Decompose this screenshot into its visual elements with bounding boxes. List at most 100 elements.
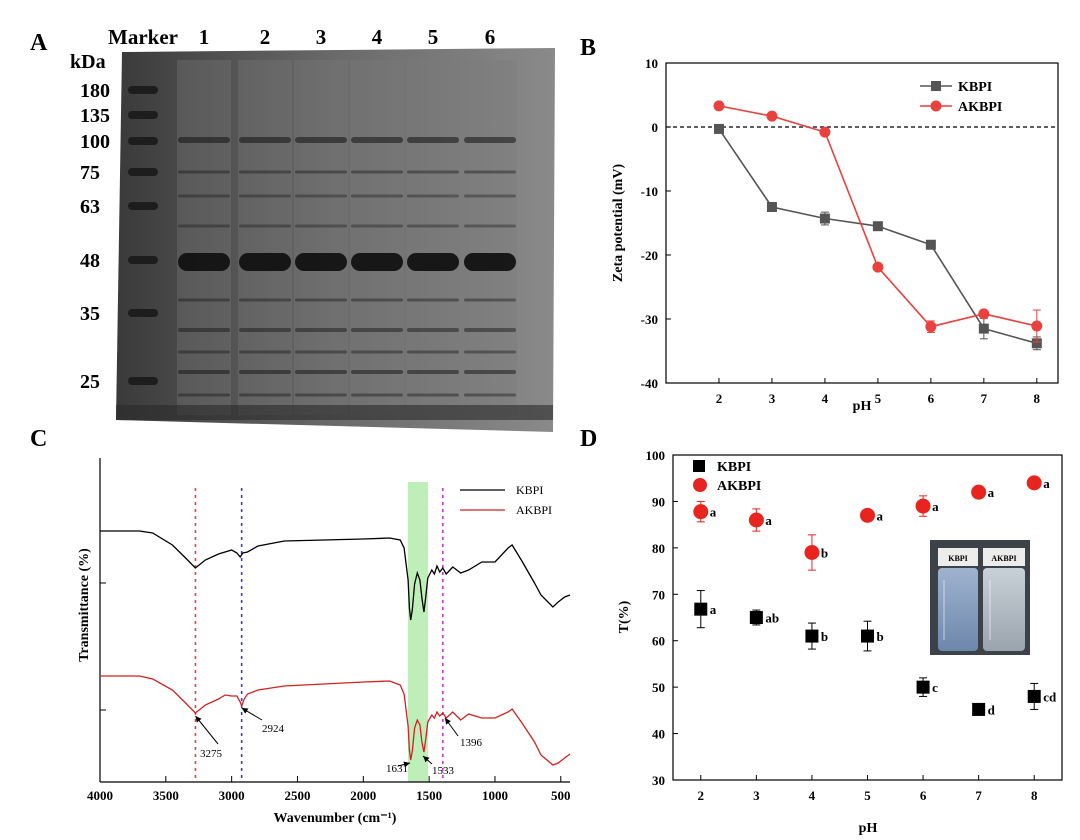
ladder-band [128,86,158,94]
gel-lane-label: 6 [485,25,496,49]
sample-band [464,194,516,198]
sample-band [407,224,459,228]
b-series-line-kbpi [718,128,1038,345]
b-ytick-label: -10 [641,184,658,199]
sample-band [351,253,403,271]
sample-band [239,224,291,228]
c-xtick-label: 1500 [416,788,442,803]
b-point-kbpi [872,221,883,232]
c-xtick-label: 2000 [350,788,376,803]
sample-band [351,350,403,354]
panel-c-legend: KBPI AKBPI [460,483,552,517]
panel-c-ylabel: Transmittance (%) [77,548,92,662]
sample-band [239,328,291,332]
sample-band [239,253,291,271]
d-significance-letter: cd [1043,689,1057,704]
c-annotation-label: 1396 [460,737,483,749]
legend-kbpi-label: KBPI [958,80,992,95]
vial-kbpi-label: KBPI [948,554,968,563]
sample-band [239,170,291,174]
legend-c-akbpi-label: AKBPI [516,503,552,517]
gel-marker-weight: 135 [80,105,110,127]
ladder-band [128,309,158,317]
sample-band [239,350,291,354]
d-significance-letter: d [988,702,996,717]
gel-marker-weight: 25 [80,371,100,393]
sample-band [464,170,516,174]
sample-band [295,328,347,332]
d-point-akbpi [1026,475,1042,491]
b-xtick-label: 3 [769,391,776,406]
sample-band [295,170,347,174]
c-annotation-arrowhead [241,708,249,714]
d-significance-letter: ab [765,611,779,626]
d-significance-letter: b [821,629,828,644]
sample-band [351,393,403,397]
d-significance-letter: a [1043,476,1050,491]
d-point-akbpi [971,484,987,500]
c-xtick-label: 3000 [219,788,245,803]
b-point-akbpi [872,261,884,273]
gel-marker-label: Marker [108,25,178,49]
c-annotation-label: 1533 [432,765,455,777]
sample-band [239,194,291,198]
vial-akbpi-cap [983,548,1025,566]
sample-band [239,298,291,302]
panel-c-xlabel: Wavenumber (cm⁻¹) [274,811,397,826]
sample-band [178,253,230,271]
gel-lane-label: 2 [260,25,271,49]
sample-band [464,224,516,228]
gel-lane-label: 3 [316,25,327,49]
sample-band [464,137,516,143]
d-point-akbpi [804,545,820,560]
d-xtick-label: 2 [698,788,705,803]
panel-b-ylabel: Zeta potential (mV) [611,164,626,283]
panel-b-frame [665,62,1059,384]
c-annotation-label: 2924 [262,723,285,735]
legend-d-kbpi-marker [693,460,705,472]
panel-c-ftir-chart: C 4000 3500 3000 2500 2000 1500 1000 500 3275 292… [30,426,571,826]
c-annotation-arrowhead [403,761,410,768]
sample-band [239,393,291,397]
sample-band [351,224,403,228]
vial-kbpi [938,568,978,651]
sample-band [178,298,230,302]
sample-band [351,298,403,302]
b-point-akbpi [766,110,778,122]
panel-d-ylabel: T(%) [617,600,632,633]
sample-band [295,194,347,198]
gel-lane [238,60,292,415]
d-point-akbpi [915,498,931,514]
c-annotation-arrowhead [445,718,451,725]
sample-band [351,170,403,174]
b-point-akbpi [925,321,937,333]
gel-marker-weight: 100 [80,131,110,153]
d-significance-letter: b [877,629,884,644]
sample-band [178,393,230,397]
sample-band [351,194,403,198]
d-point-kbpi [805,629,819,643]
sample-band [464,328,516,332]
b-point-kbpi [925,239,936,250]
legend-d-kbpi-label: KBPI [717,460,751,475]
d-significance-letter: b [821,546,828,561]
b-xtick-label: 4 [822,391,829,406]
d-ytick-label: 40 [652,727,665,742]
c-xtick-label: 500 [551,788,571,803]
b-point-kbpi [1031,338,1042,349]
b-ytick-label: 10 [645,56,658,71]
panel-b-legend: KBPI AKBPI [920,80,1002,115]
sample-band [239,137,291,143]
sample-band [178,350,230,354]
d-ytick-label: 100 [646,448,666,463]
sample-band [295,350,347,354]
sample-band [295,370,347,374]
b-xtick-label: 2 [716,391,723,406]
gel-image [116,48,555,432]
sample-band [407,370,459,374]
sample-band [464,393,516,397]
d-point-kbpi [694,602,708,616]
d-xtick-label: 5 [864,788,871,803]
d-point-kbpi [861,629,874,643]
